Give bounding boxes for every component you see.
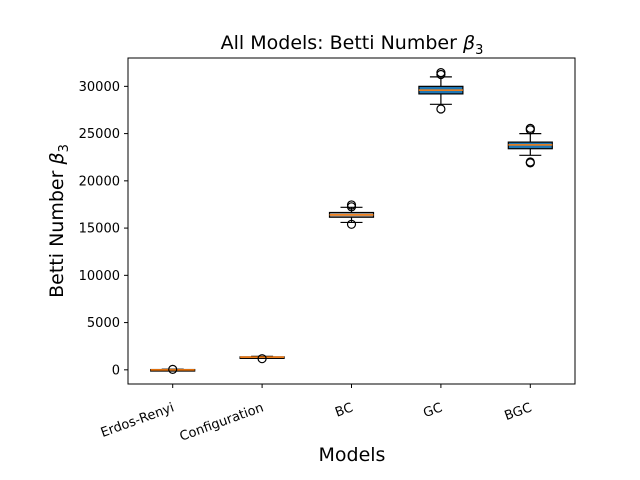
x-tick-label: Erdos-Renyi xyxy=(99,400,176,440)
y-tick-label: 25000 xyxy=(79,127,120,142)
outlier-point xyxy=(346,219,357,229)
y-tick-label: 10000 xyxy=(79,269,120,284)
x-tick-label: BC xyxy=(333,400,355,420)
outlier-point xyxy=(525,157,535,167)
x-tick-label: Configuration xyxy=(178,400,266,444)
y-axis-label-symbol: β xyxy=(46,152,68,165)
y-axis-label-text: Betti Number xyxy=(46,170,68,297)
y-axis-label-subscript: 3 xyxy=(57,144,72,152)
plot-area: 0 5000 10000 15000 20000 25000 30000 Erdos-Reny… xyxy=(79,68,553,445)
y-axis-label: Betti Number β3 xyxy=(46,144,72,298)
y-tick-label: 0 xyxy=(112,363,120,378)
outlier-point xyxy=(436,104,446,114)
outlier-point xyxy=(168,364,178,374)
chart-title-subscript: 3 xyxy=(475,43,483,58)
outlier-point xyxy=(436,68,446,78)
y-tick-label: 5000 xyxy=(87,316,120,331)
y-tick-label: 20000 xyxy=(79,174,120,189)
x-tick-label: GC xyxy=(421,400,444,421)
chart-title: All Models: Betti Number β3 xyxy=(221,32,484,58)
y-tick-label: 15000 xyxy=(79,222,120,237)
outlier-point xyxy=(525,123,535,133)
x-tick-label: BGC xyxy=(503,400,534,424)
chart-title-symbol: β xyxy=(462,32,475,54)
x-axis-label: Models xyxy=(319,444,386,466)
outlier-point xyxy=(346,200,357,210)
outlier-point xyxy=(257,354,267,364)
chart-title-text: All Models: Betti Number xyxy=(221,32,457,54)
axes-frame xyxy=(127,57,576,385)
y-tick-label: 30000 xyxy=(79,80,120,95)
